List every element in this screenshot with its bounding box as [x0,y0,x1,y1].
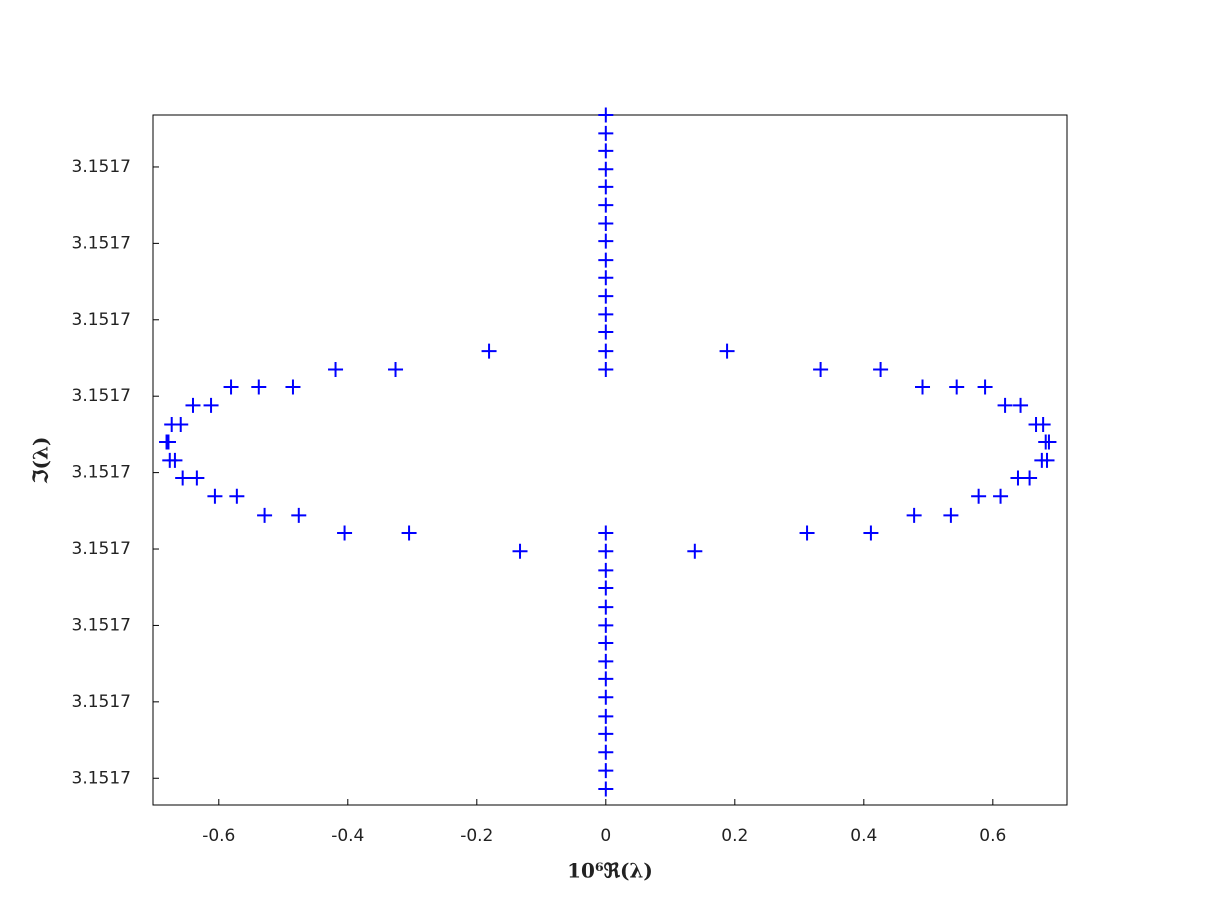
point [257,507,273,523]
point [189,470,205,486]
point [993,488,1009,504]
point [598,580,614,596]
point [997,397,1013,413]
point [598,726,614,742]
point [203,397,219,413]
point [229,488,245,504]
point [687,543,703,559]
point [598,599,614,615]
point [598,161,614,177]
point [598,708,614,724]
point [512,543,528,559]
point [971,488,987,504]
y-tick-label: 3.1517 [72,157,131,177]
point [598,233,614,249]
y-tick-label: 3.1517 [72,692,131,712]
point [173,416,189,432]
y-tick-label: 3.1517 [72,768,131,788]
x-tick-label: -0.4 [331,826,364,846]
point [598,270,614,286]
point [285,379,301,395]
point [598,635,614,651]
point [598,179,614,195]
point [251,379,267,395]
plot-frame [152,114,1068,806]
point [863,525,879,541]
point [873,361,889,377]
point [598,543,614,559]
point [1013,397,1029,413]
point [598,361,614,377]
point [943,507,959,523]
x-tick-label: -0.2 [460,826,493,846]
point [598,197,614,213]
point [598,343,614,359]
point [799,525,815,541]
point [223,379,239,395]
point [598,617,614,633]
point [481,343,497,359]
point [388,361,404,377]
x-axis-label: 10⁶ℜ(λ) [567,859,653,883]
point [598,689,614,705]
point [598,763,614,779]
point [949,379,965,395]
y-tick-label: 3.1517 [72,310,131,330]
point [598,306,614,322]
point [977,379,993,395]
point [598,125,614,141]
point [598,525,614,541]
point [337,525,353,541]
point [598,252,614,268]
y-tick-label: 3.1517 [72,539,131,559]
x-tick-label: 0 [600,826,611,846]
y-tick-label: 3.1517 [72,386,131,406]
point [167,452,183,468]
point [1022,470,1038,486]
point [207,488,223,504]
point [185,397,201,413]
point [598,143,614,159]
point [598,671,614,687]
y-tick-label: 3.1517 [72,233,131,253]
point [813,361,829,377]
point [598,562,614,578]
point [598,288,614,304]
y-tick-label: 3.1517 [72,615,131,635]
point [719,343,735,359]
point [915,379,931,395]
x-tick-label: 0.4 [850,826,877,846]
x-tick-label: 0.2 [721,826,748,846]
point [598,216,614,232]
point [291,507,307,523]
point [175,470,191,486]
point [906,507,922,523]
point [1035,416,1051,432]
point [598,107,614,123]
y-axis-label: ℑ(λ) [29,437,53,485]
point [328,361,344,377]
point [1041,434,1057,450]
point [401,525,417,541]
point [598,324,614,340]
x-tick-label: -0.6 [202,826,235,846]
point [160,434,176,450]
y-tick-label: 3.1517 [72,463,131,483]
point [1039,452,1055,468]
point [598,653,614,669]
point [598,744,614,760]
x-tick-label: 0.6 [979,826,1006,846]
point [598,781,614,797]
